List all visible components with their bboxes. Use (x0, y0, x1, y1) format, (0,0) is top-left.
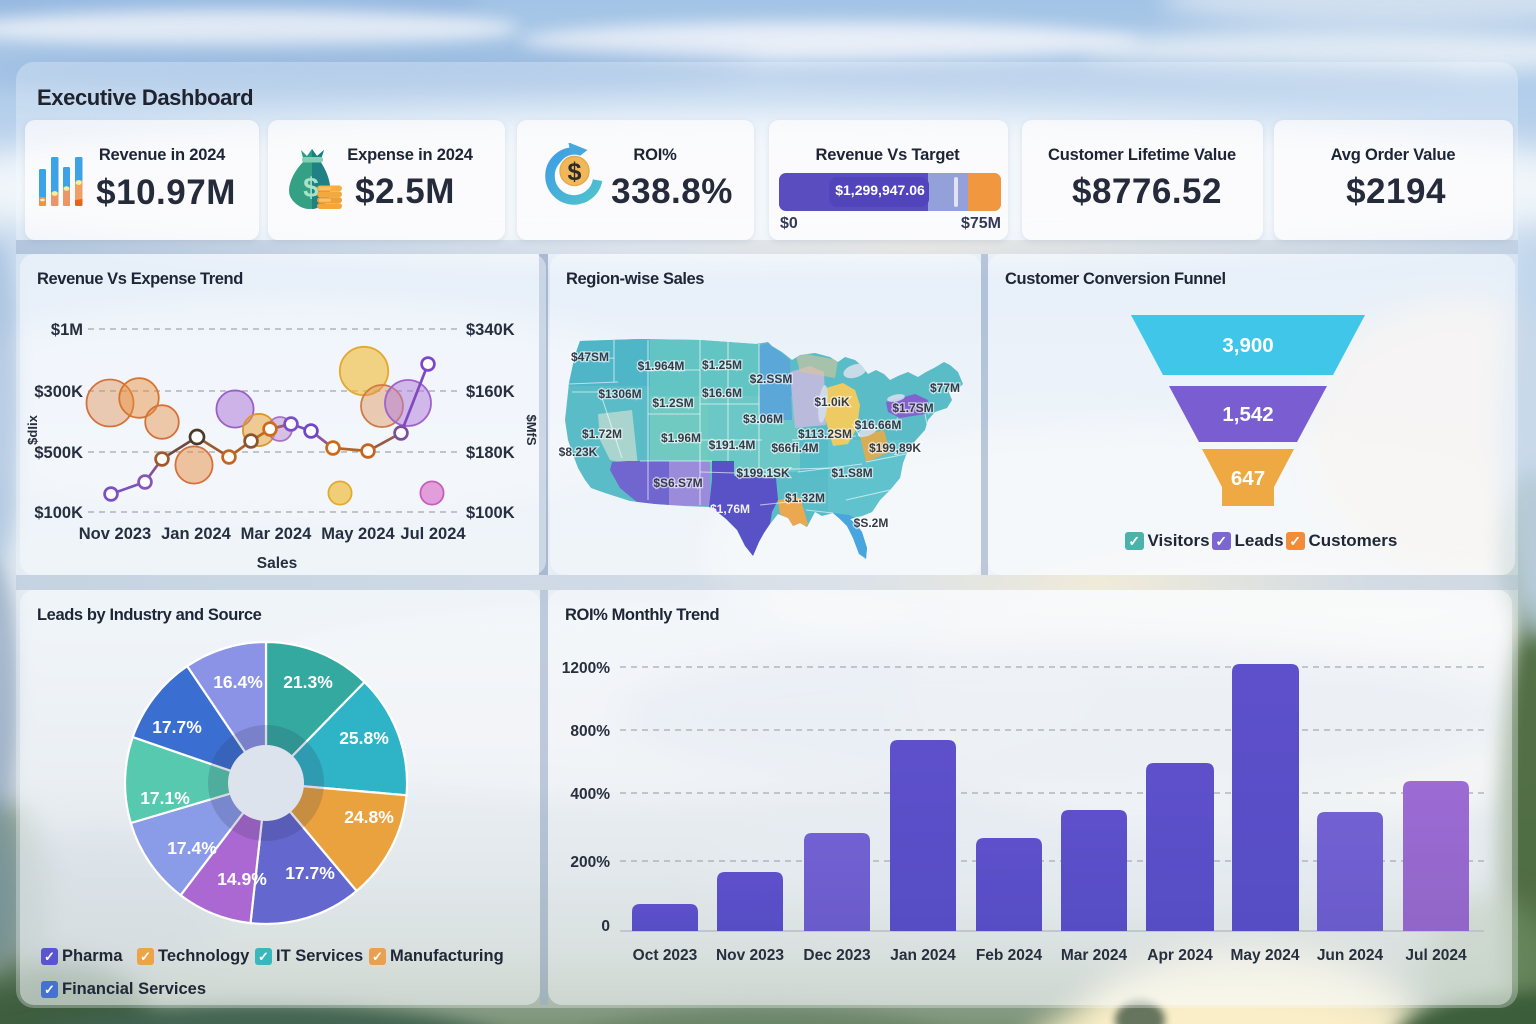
svg-text:0: 0 (601, 918, 610, 935)
svg-text:Jun 2024: Jun 2024 (1317, 947, 1384, 964)
svg-text:$1.32M: $1.32M (785, 491, 825, 505)
svg-text:$S6.S7M: $S6.S7M (653, 476, 702, 490)
svg-text:$16.66M: $16.66M (855, 418, 902, 432)
svg-text:$2.SSM: $2.SSM (750, 372, 793, 386)
svg-text:$1.2SM: $1.2SM (652, 396, 693, 410)
svg-text:$S.2M: $S.2M (854, 516, 889, 530)
svg-text:$77M: $77M (930, 381, 960, 395)
svg-text:Jan 2024: Jan 2024 (890, 947, 956, 964)
svg-text:$MfS: $MfS (524, 414, 539, 445)
svg-text:3,900: 3,900 (1222, 334, 1273, 357)
svg-text:$1.7SM: $1.7SM (892, 401, 933, 415)
svg-text:$1.72M: $1.72M (582, 427, 622, 441)
svg-text:$1.S8M: $1.S8M (831, 466, 872, 480)
svg-text:$66fi.4M: $66fi.4M (771, 441, 818, 455)
svg-text:$: $ (303, 172, 319, 203)
svg-text:$1.964M: $1.964M (638, 359, 685, 373)
svg-text:$3.06M: $3.06M (743, 412, 783, 426)
svg-text:$: $ (568, 158, 582, 186)
svg-text:Jul 2024: Jul 2024 (1405, 947, 1467, 964)
svg-text:$160K: $160K (466, 383, 515, 401)
svg-text:$500K: $500K (34, 444, 83, 462)
svg-text:Dec 2023: Dec 2023 (803, 947, 871, 964)
svg-text:17.1%: 17.1% (140, 788, 190, 808)
svg-text:$180K: $180K (466, 444, 515, 462)
svg-text:$100K: $100K (466, 504, 515, 522)
svg-text:17.7%: 17.7% (285, 863, 335, 883)
svg-text:$199.1SK: $199.1SK (736, 466, 790, 480)
svg-text:Feb 2024: Feb 2024 (976, 947, 1043, 964)
svg-text:Mar 2024: Mar 2024 (241, 525, 312, 543)
svg-text:Jul 2024: Jul 2024 (400, 525, 466, 543)
svg-text:16.4%: 16.4% (213, 672, 263, 692)
svg-text:$1.25M: $1.25M (702, 358, 742, 372)
svg-text:$191.4M: $191.4M (709, 438, 756, 452)
svg-text:1200%: 1200% (562, 660, 610, 677)
svg-text:21.3%: 21.3% (283, 672, 333, 692)
svg-text:$1.96M: $1.96M (661, 431, 701, 445)
svg-text:$300K: $300K (34, 383, 83, 401)
svg-text:$199,89K: $199,89K (869, 441, 921, 455)
svg-text:200%: 200% (570, 854, 610, 871)
svg-text:$1.0iK: $1.0iK (814, 395, 850, 409)
svg-text:$340K: $340K (466, 321, 515, 339)
svg-text:24.8%: 24.8% (344, 807, 394, 827)
svg-text:Oct 2023: Oct 2023 (633, 947, 698, 964)
svg-text:800%: 800% (570, 723, 610, 740)
svg-text:May 2024: May 2024 (321, 525, 395, 543)
svg-text:$1306M: $1306M (598, 387, 641, 401)
svg-text:Nov 2023: Nov 2023 (79, 525, 151, 543)
svg-text:$16.6M: $16.6M (702, 386, 742, 400)
svg-text:647: 647 (1231, 467, 1265, 490)
svg-text:Nov 2023: Nov 2023 (716, 947, 784, 964)
svg-text:17.7%: 17.7% (152, 717, 202, 737)
svg-text:400%: 400% (570, 786, 610, 803)
svg-text:Sales: Sales (257, 555, 298, 572)
svg-text:Apr 2024: Apr 2024 (1147, 947, 1213, 964)
svg-text:$100K: $100K (34, 504, 83, 522)
svg-text:$1M: $1M (51, 321, 83, 339)
svg-text:17.4%: 17.4% (167, 838, 217, 858)
svg-text:14.9%: 14.9% (217, 869, 267, 889)
svg-text:May 2024: May 2024 (1231, 947, 1300, 964)
svg-text:Jan 2024: Jan 2024 (161, 525, 232, 543)
svg-text:1,542: 1,542 (1222, 403, 1273, 426)
svg-text:$47SM: $47SM (571, 350, 609, 364)
svg-text:25.8%: 25.8% (339, 728, 389, 748)
svg-text:$113.2SM: $113.2SM (798, 427, 852, 441)
svg-text:Mar 2024: Mar 2024 (1061, 947, 1128, 964)
svg-text:$dIix: $dIix (25, 414, 40, 444)
svg-text:$1,76M: $1,76M (710, 502, 750, 516)
svg-text:$8.23K: $8.23K (559, 445, 598, 459)
